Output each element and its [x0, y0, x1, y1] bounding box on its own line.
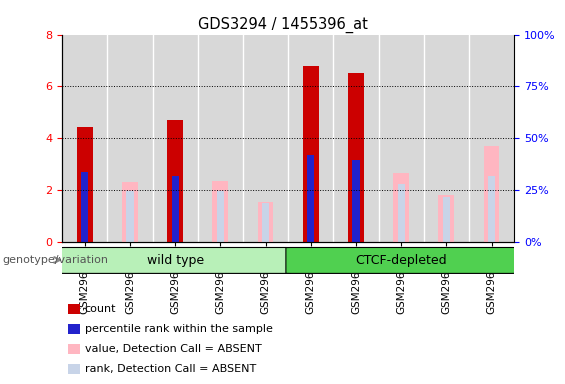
Text: percentile rank within the sample: percentile rank within the sample: [85, 324, 273, 334]
Bar: [488, 176, 495, 242]
Bar: [258, 202, 273, 242]
Text: genotype/variation: genotype/variation: [3, 255, 109, 265]
Text: GDS3294 / 1455396_at: GDS3294 / 1455396_at: [198, 17, 367, 33]
Bar: [122, 182, 138, 242]
Bar: [307, 155, 314, 242]
Bar: [398, 184, 405, 242]
Bar: [68, 364, 80, 374]
Bar: [68, 304, 80, 314]
Text: wild type: wild type: [146, 254, 204, 266]
Text: rank, Detection Call = ABSENT: rank, Detection Call = ABSENT: [85, 364, 256, 374]
Bar: [212, 181, 228, 242]
Bar: [348, 73, 364, 242]
Text: count: count: [85, 304, 116, 314]
Bar: [81, 172, 88, 242]
Bar: [438, 195, 454, 242]
Bar: [262, 203, 269, 242]
FancyBboxPatch shape: [60, 248, 290, 273]
Text: CTCF-depleted: CTCF-depleted: [355, 254, 447, 266]
Bar: [68, 344, 80, 354]
Bar: [393, 173, 409, 242]
Bar: [172, 176, 179, 242]
Bar: [77, 127, 93, 242]
Bar: [127, 191, 133, 242]
Text: value, Detection Call = ABSENT: value, Detection Call = ABSENT: [85, 344, 262, 354]
Bar: [353, 160, 359, 242]
FancyBboxPatch shape: [286, 248, 516, 273]
Bar: [303, 66, 319, 242]
Bar: [167, 120, 183, 242]
Bar: [484, 146, 499, 242]
Bar: [68, 324, 80, 334]
Bar: [217, 191, 224, 242]
Bar: [443, 197, 450, 242]
